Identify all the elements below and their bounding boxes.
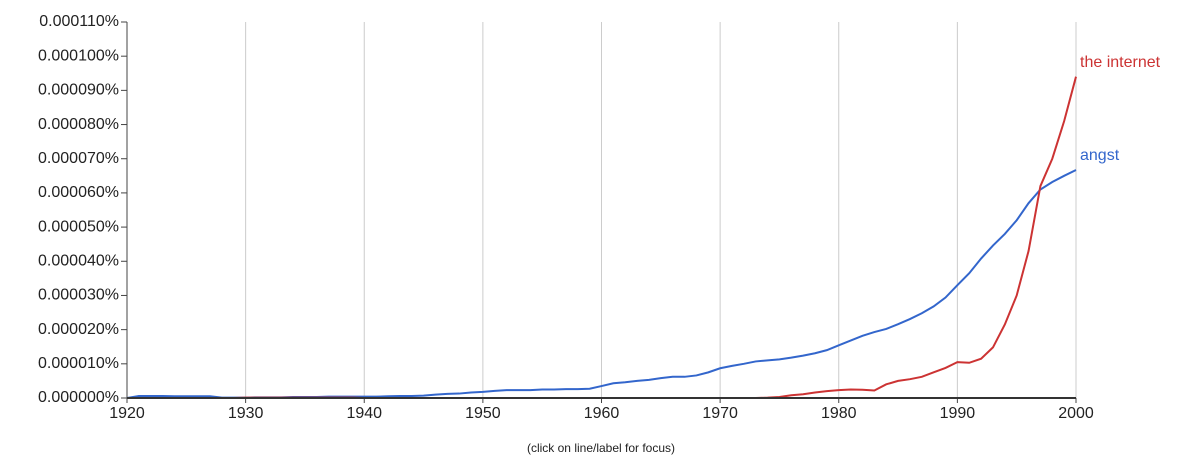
x-tick-label: 1920 — [109, 405, 145, 422]
y-tick-label: 0.000020% — [38, 321, 119, 338]
y-tick-label: 0.000040% — [38, 252, 119, 269]
y-tick-label: 0.000030% — [38, 287, 119, 304]
x-tick-label: 1970 — [702, 405, 738, 422]
series-label[interactable]: angst — [1080, 147, 1120, 164]
y-tick-label: 0.000100% — [38, 47, 119, 64]
y-tick-label: 0.000090% — [38, 82, 119, 99]
y-tick-label: 0.000080% — [38, 116, 119, 133]
x-tick-label: 1960 — [584, 405, 620, 422]
y-tick-label: 0.000060% — [38, 184, 119, 201]
y-tick-label: 0.000050% — [38, 218, 119, 235]
x-tick-label: 2000 — [1058, 405, 1094, 422]
x-tick-label: 1990 — [940, 405, 976, 422]
x-tick-label: 1930 — [228, 405, 264, 422]
y-tick-label: 0.000010% — [38, 355, 119, 372]
series-label[interactable]: the internet — [1080, 54, 1161, 71]
x-tick-label: 1940 — [346, 405, 382, 422]
y-tick-label: 0.000070% — [38, 150, 119, 167]
x-tick-label: 1980 — [821, 405, 857, 422]
x-tick-label: 1950 — [465, 405, 501, 422]
y-tick-label: 0.000110% — [39, 13, 119, 30]
note: (click on line/label for focus) — [527, 441, 675, 455]
y-tick-label: 0.000000% — [38, 389, 119, 406]
